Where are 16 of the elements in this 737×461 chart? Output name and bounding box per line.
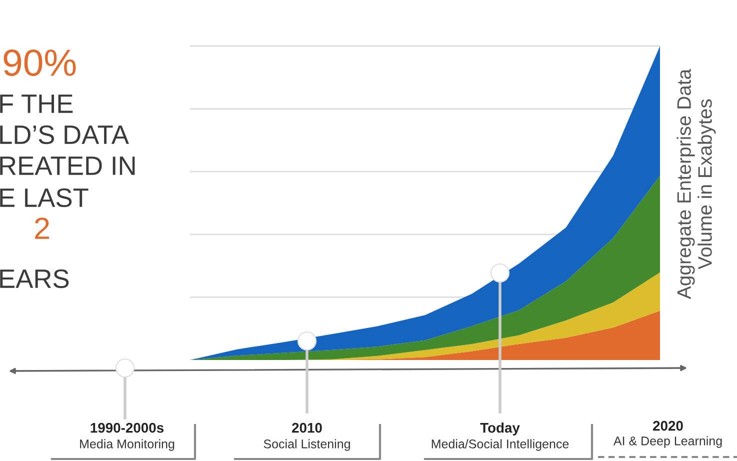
text: 2	[35, 218, 49, 239]
text: Social Listening	[264, 439, 350, 451]
text: LD’S DATA	[0, 125, 129, 144]
text: AI & Deep Learning	[613, 436, 722, 448]
text: Media/Social Intelligence	[432, 439, 569, 451]
y-axis-title: Aggregate Enterprise Data Volume in Exabytes	[676, 68, 716, 300]
text: 2010	[292, 422, 322, 433]
text: REATED IN	[0, 156, 135, 175]
text: EARS	[0, 269, 69, 288]
text: 90%	[4, 50, 76, 76]
text: 2020	[653, 420, 683, 431]
text: 1990-2000s	[90, 422, 164, 433]
text: E LAST	[0, 188, 88, 208]
text: Media Monitoring	[80, 439, 174, 451]
text: Today	[480, 422, 520, 436]
text: F THE	[0, 94, 73, 113]
